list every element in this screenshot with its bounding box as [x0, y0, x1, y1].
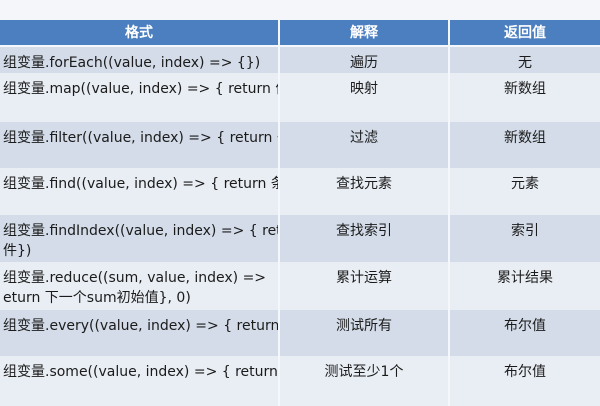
table-row: 组变量.forEach((value, index) => {}) 遍历 无 — [0, 47, 600, 73]
returns-cell: 累计结果 — [497, 270, 553, 286]
format-cell: 组变量.every((value, index) => { return 条件}… — [0, 310, 280, 356]
returns-cell: 布尔值 — [504, 364, 546, 380]
format-line: 件}) — [3, 243, 32, 259]
format-cell: 组变量.reduce((sum, value, index) => eturn 下… — [0, 262, 280, 310]
header-format: 格式 — [0, 20, 280, 45]
header-explain: 解释 — [280, 20, 450, 45]
format-line: 组变量.find((value, index) => { return 条件}) — [3, 176, 278, 192]
format-cell: 组变量.filter((value, index) => { return 条件… — [0, 122, 280, 168]
header-returns: 返回值 — [504, 25, 546, 41]
table-row: 组变量.every((value, index) => { return 条件}… — [0, 310, 600, 356]
table-row: 组变量.filter((value, index) => { return 条件… — [0, 122, 600, 168]
table-row: 组变量.find((value, index) => { return 条件})… — [0, 168, 600, 215]
table-row: 组变量.findIndex((value, index) => { return… — [0, 215, 600, 262]
format-cell: 组变量.map((value, index) => { return 值}) — [0, 73, 280, 122]
table-row: 组变量.some((value, index) => { return 条件})… — [0, 356, 600, 406]
explain-cell: 查找元素 — [280, 168, 450, 215]
explain-cell: 测试所有 — [280, 310, 450, 356]
format-line: 组变量.every((value, index) => { return 条件}… — [3, 318, 280, 334]
explain-cell: 查找索引 — [280, 215, 450, 262]
format-line: 组变量.some((value, index) => { return 条件}) — [3, 364, 278, 380]
table-row: 组变量.reduce((sum, value, index) => eturn 下… — [0, 262, 600, 310]
returns-cell: 索引 — [511, 223, 539, 239]
returns-cell: 元素 — [511, 176, 539, 192]
format-line: 组变量.filter((value, index) => { return 条件… — [3, 130, 278, 146]
explain-cell: 映射 — [280, 73, 450, 122]
explain-cell: 累计运算 — [280, 262, 450, 310]
format-cell: 组变量.find((value, index) => { return 条件}) — [0, 168, 280, 215]
returns-cell: 无 — [518, 55, 532, 71]
table-header: 格式 解释 返回值 — [0, 20, 600, 47]
format-line: 组变量.map((value, index) => { return 值}) — [3, 81, 280, 97]
format-line: 组变量.findIndex((value, index) => { return — [3, 223, 280, 239]
returns-cell: 布尔值 — [504, 318, 546, 334]
table-row: 组变量.map((value, index) => { return 值}) 映射… — [0, 73, 600, 122]
returns-cell: 新数组 — [504, 81, 546, 97]
format-line: 组变量.reduce((sum, value, index) => — [3, 270, 267, 286]
explain-cell: 过滤 — [280, 122, 450, 168]
format-line: eturn 下一个sum初始值}, 0) — [3, 290, 191, 306]
returns-cell: 新数组 — [504, 130, 546, 146]
explain-cell: 测试至少1个 — [280, 356, 450, 406]
format-cell: 组变量.some((value, index) => { return 条件}) — [0, 356, 280, 406]
format-cell: 组变量.findIndex((value, index) => { return… — [0, 215, 280, 262]
explain-cell: 遍历 — [280, 47, 450, 73]
format-cell: 组变量.forEach((value, index) => {}) — [0, 47, 280, 73]
format-line: 组变量.forEach((value, index) => {}) — [3, 55, 261, 71]
